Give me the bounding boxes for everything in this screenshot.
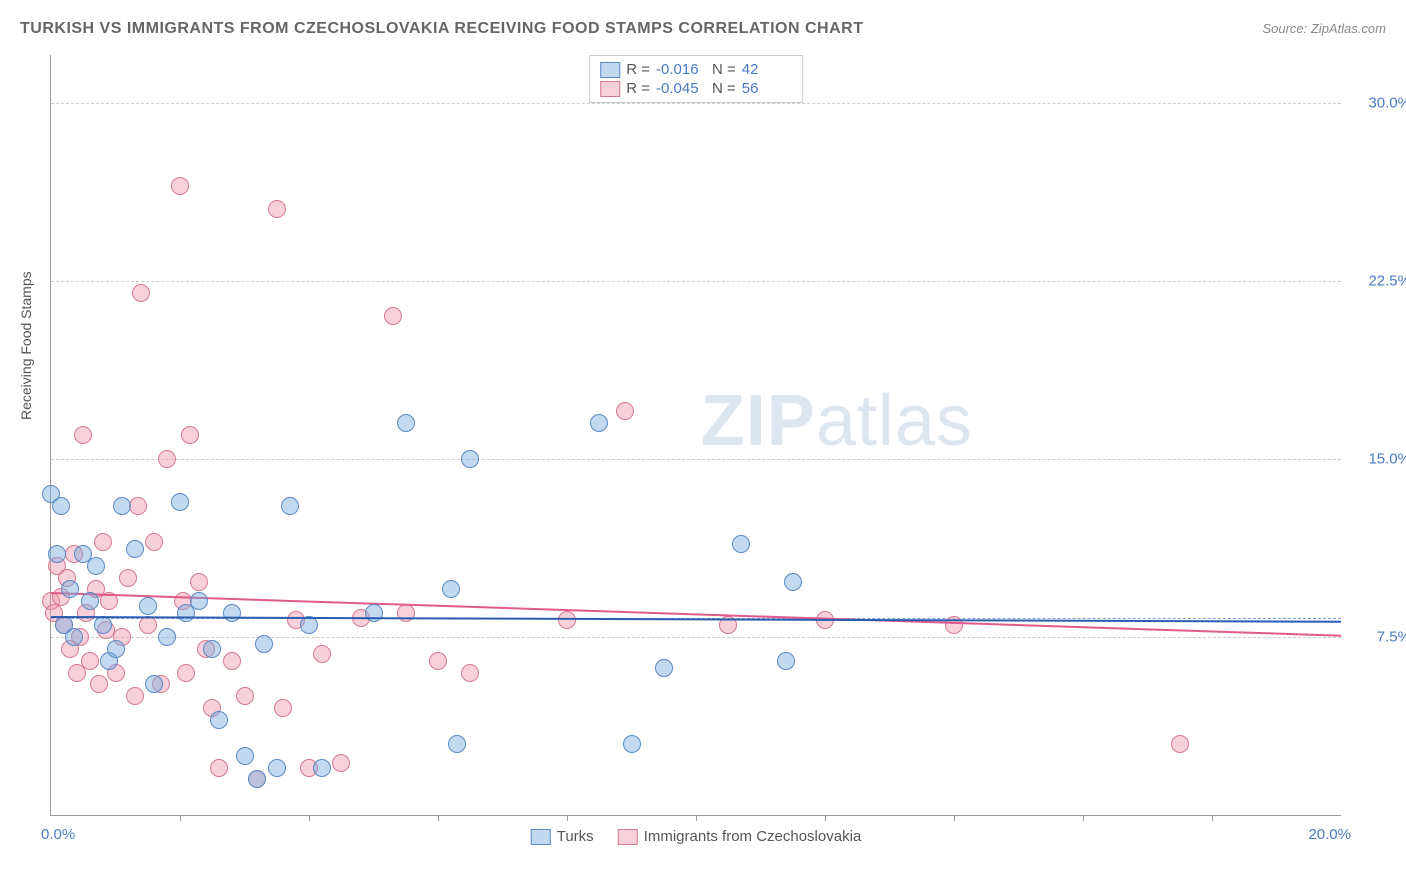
data-point-czech [171, 177, 189, 195]
y-tick-label: 15.0% [1351, 450, 1406, 467]
gridline [51, 637, 1341, 638]
x-tick [438, 815, 439, 821]
data-point-czech [181, 426, 199, 444]
data-point-turks [145, 675, 163, 693]
data-point-turks [171, 493, 189, 511]
swatch-czech [600, 81, 620, 97]
data-point-turks [81, 592, 99, 610]
gridline [51, 459, 1341, 460]
data-point-turks [139, 597, 157, 615]
source-attribution: Source: ZipAtlas.com [1262, 21, 1386, 36]
data-point-turks [223, 604, 241, 622]
x-tick-min: 0.0% [41, 826, 75, 843]
data-point-czech [558, 611, 576, 629]
data-point-turks [236, 747, 254, 765]
data-point-czech [210, 759, 228, 777]
series-legend: Turks Immigrants from Czechoslovakia [531, 828, 862, 845]
data-point-turks [732, 535, 750, 553]
data-point-turks [190, 592, 208, 610]
watermark: ZIPatlas [701, 380, 973, 462]
data-point-czech [313, 645, 331, 663]
data-point-turks [126, 540, 144, 558]
data-point-czech [129, 497, 147, 515]
legend-item-czech: Immigrants from Czechoslovakia [618, 828, 862, 845]
data-point-turks [158, 628, 176, 646]
data-point-czech [268, 200, 286, 218]
legend-row-czech: R = -0.045 N = 56 [600, 79, 792, 98]
data-point-turks [777, 652, 795, 670]
data-point-czech [94, 533, 112, 551]
data-point-turks [94, 616, 112, 634]
data-point-turks [255, 635, 273, 653]
x-tick [180, 815, 181, 821]
legend-row-turks: R = -0.016 N = 42 [600, 60, 792, 79]
legend-item-turks: Turks [531, 828, 594, 845]
gridline [51, 281, 1341, 282]
data-point-czech [132, 284, 150, 302]
data-point-czech [74, 426, 92, 444]
swatch-czech-icon [618, 829, 638, 845]
data-point-czech [119, 569, 137, 587]
data-point-turks [442, 580, 460, 598]
data-point-czech [190, 573, 208, 591]
data-point-czech [139, 616, 157, 634]
y-tick-label: 7.5% [1351, 628, 1406, 645]
y-tick-label: 30.0% [1351, 94, 1406, 111]
data-point-turks [61, 580, 79, 598]
data-point-czech [145, 533, 163, 551]
data-point-czech [461, 664, 479, 682]
data-point-turks [365, 604, 383, 622]
data-point-turks [107, 640, 125, 658]
data-point-turks [397, 414, 415, 432]
x-tick [696, 815, 697, 821]
data-point-turks [313, 759, 331, 777]
trendline-turks [51, 616, 1341, 623]
x-tick [825, 815, 826, 821]
data-point-czech [384, 307, 402, 325]
data-point-turks [87, 557, 105, 575]
data-point-czech [223, 652, 241, 670]
correlation-legend: R = -0.016 N = 42 R = -0.045 N = 56 [589, 55, 803, 103]
data-point-czech [81, 652, 99, 670]
data-point-czech [616, 402, 634, 420]
data-point-turks [48, 545, 66, 563]
trendline-czech [51, 592, 1341, 637]
data-point-turks [655, 659, 673, 677]
data-point-turks [210, 711, 228, 729]
data-point-turks [590, 414, 608, 432]
data-point-czech [177, 664, 195, 682]
data-point-turks [65, 628, 83, 646]
x-tick [954, 815, 955, 821]
data-point-czech [332, 754, 350, 772]
data-point-turks [281, 497, 299, 515]
data-point-czech [236, 687, 254, 705]
data-point-turks [623, 735, 641, 753]
data-point-czech [429, 652, 447, 670]
data-point-czech [1171, 735, 1189, 753]
scatter-chart: ZIPatlas R = -0.016 N = 42 R = -0.045 N … [50, 55, 1341, 816]
data-point-turks [448, 735, 466, 753]
data-point-turks [248, 770, 266, 788]
data-point-turks [268, 759, 286, 777]
swatch-turks-icon [531, 829, 551, 845]
data-point-czech [90, 675, 108, 693]
x-tick [1212, 815, 1213, 821]
data-point-turks [52, 497, 70, 515]
data-point-czech [126, 687, 144, 705]
swatch-turks [600, 62, 620, 78]
x-tick-max: 20.0% [1308, 826, 1351, 843]
y-tick-label: 22.5% [1351, 272, 1406, 289]
data-point-czech [397, 604, 415, 622]
data-point-czech [158, 450, 176, 468]
data-point-turks [461, 450, 479, 468]
x-tick [309, 815, 310, 821]
x-tick [567, 815, 568, 821]
data-point-turks [113, 497, 131, 515]
chart-title: TURKISH VS IMMIGRANTS FROM CZECHOSLOVAKI… [20, 20, 863, 38]
data-point-turks [203, 640, 221, 658]
x-tick [1083, 815, 1084, 821]
data-point-turks [784, 573, 802, 591]
data-point-czech [274, 699, 292, 717]
y-axis-label: Receiving Food Stamps [18, 271, 34, 420]
